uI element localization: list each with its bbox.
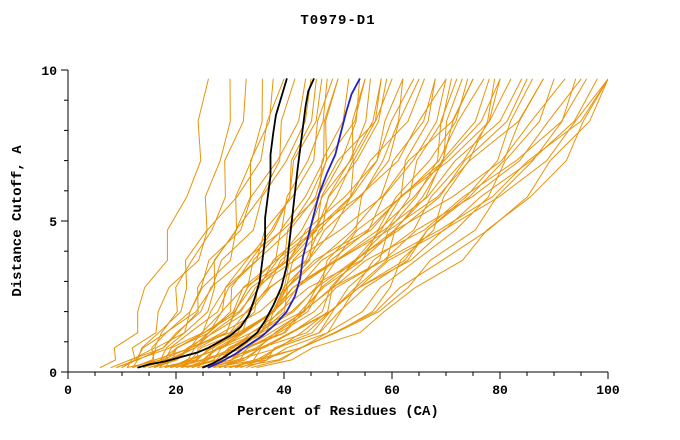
- ensemble-curve: [132, 78, 296, 368]
- blue-model: [207, 78, 361, 369]
- x-tick-label: 80: [492, 383, 508, 398]
- chart-title: T0979-D1: [300, 13, 376, 29]
- ensemble-curve: [218, 78, 501, 368]
- ensemble-curve: [207, 78, 436, 368]
- ensemble-curve: [121, 78, 366, 368]
- ensemble-curve: [164, 78, 404, 368]
- ensemble-curve: [180, 78, 415, 368]
- ensemble-curve: [251, 78, 577, 368]
- ensemble-curve: [213, 78, 458, 368]
- ensemble-curve: [202, 78, 587, 368]
- ensemble-curve: [218, 78, 582, 368]
- ensemble-curve: [207, 78, 485, 368]
- black-model-1: [137, 78, 288, 369]
- y-tick-label: 0: [49, 366, 57, 381]
- curves-layer: [99, 78, 608, 369]
- ensemble-curve: [121, 78, 285, 368]
- ensemble-curve: [256, 78, 608, 368]
- ensemble-curve: [180, 78, 544, 368]
- x-tick-label: 0: [64, 383, 72, 398]
- ensemble-curve: [116, 78, 231, 368]
- ensemble-curve: [99, 78, 209, 368]
- ensemble-curve: [164, 78, 339, 368]
- ensemble-curve: [191, 78, 447, 368]
- ensemble-curve: [245, 78, 608, 368]
- ensemble-curve: [224, 78, 463, 368]
- y-tick-label: 5: [49, 215, 57, 230]
- ensemble-curve: [229, 78, 533, 368]
- ensemble-curve: [197, 78, 523, 368]
- ensemble-curve: [153, 78, 323, 368]
- ensemble-curve: [153, 78, 447, 368]
- ensemble-curve: [213, 78, 608, 368]
- black-model-2: [202, 78, 315, 369]
- ensemble-curve: [186, 78, 490, 368]
- x-tick-label: 60: [384, 383, 400, 398]
- ensemble-curve: [143, 78, 307, 368]
- ensemble-curve: [143, 78, 334, 368]
- ensemble-curve: [240, 78, 555, 368]
- ensemble-curve: [126, 78, 328, 368]
- ensemble-curve: [164, 78, 425, 368]
- ensemble-curve: [191, 78, 501, 368]
- x-tick-label: 40: [276, 383, 292, 398]
- x-axis-label: Percent of Residues (CA): [237, 404, 439, 420]
- ensemble-curve: [186, 78, 366, 368]
- ensemble-curve: [137, 78, 263, 368]
- ensemble-curve: [207, 78, 544, 368]
- x-tick-label: 20: [168, 383, 184, 398]
- x-tick-label: 100: [596, 383, 620, 398]
- ensemble-curve: [110, 78, 274, 368]
- ensemble-curve: [126, 78, 247, 368]
- y-tick-label: 10: [41, 64, 57, 79]
